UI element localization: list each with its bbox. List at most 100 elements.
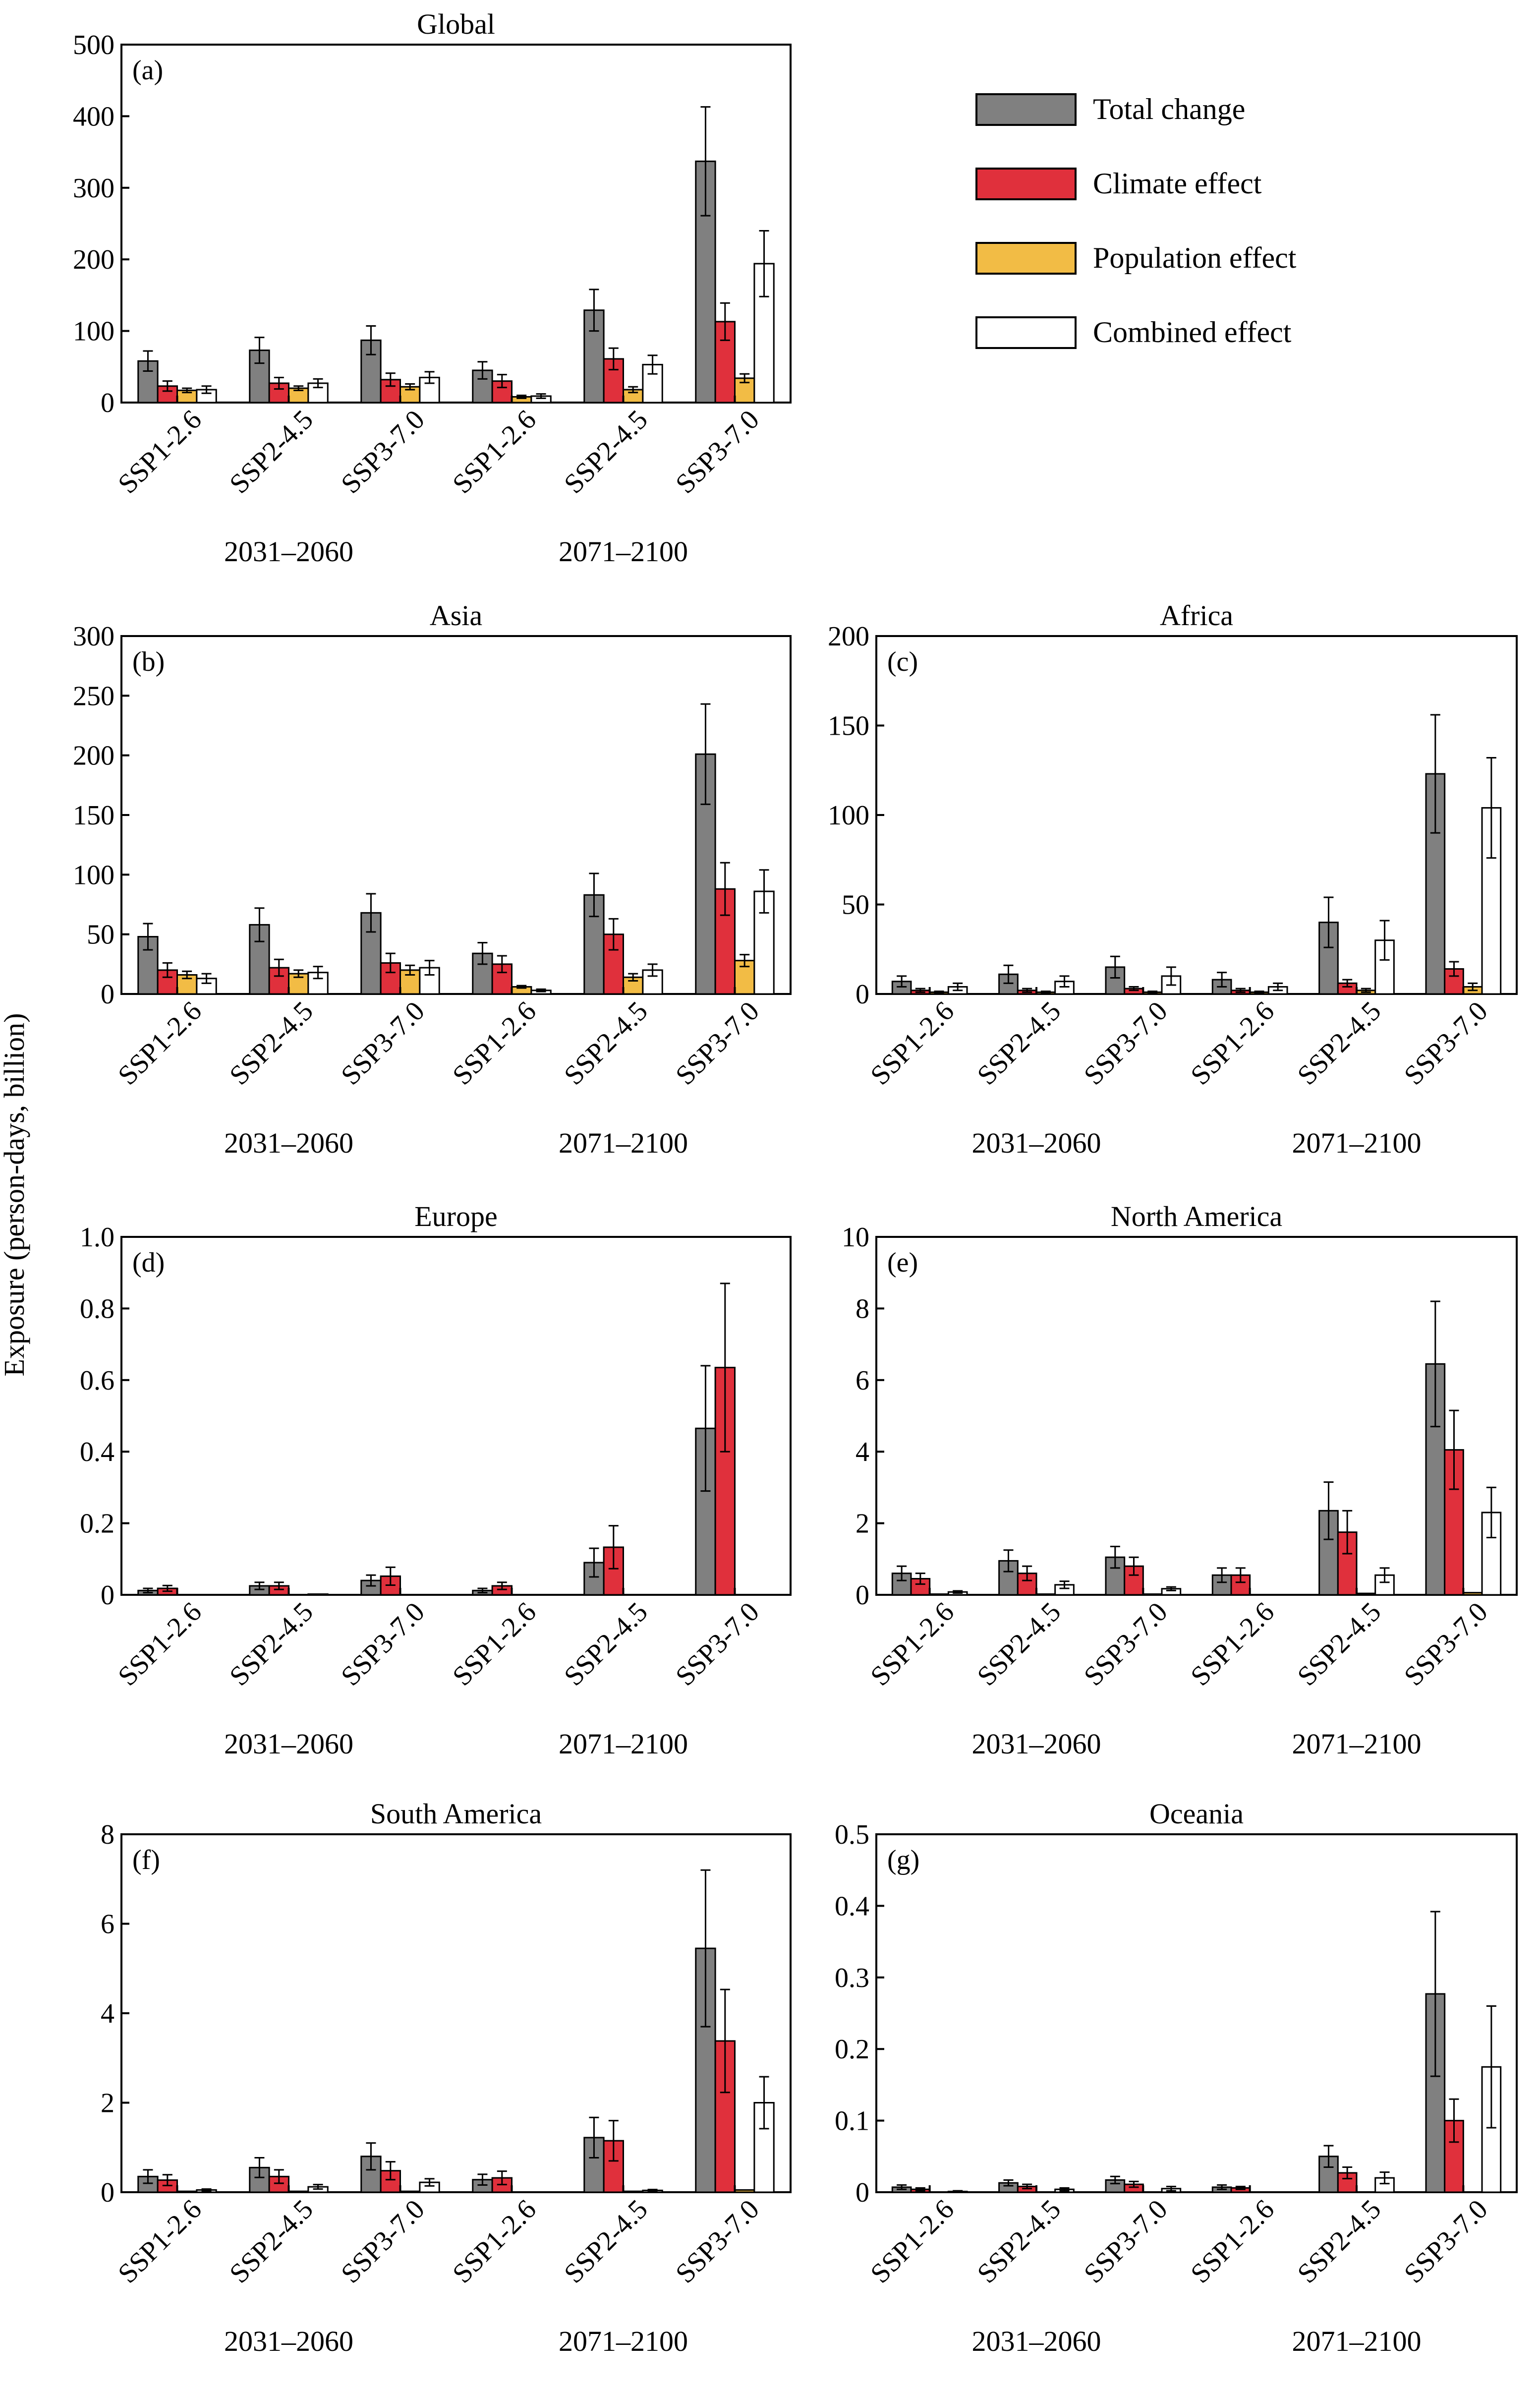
x-tick-label: SSP1-2.6: [1185, 2194, 1280, 2289]
plot-frame: [120, 44, 792, 404]
x-tick-label: SSP2-4.5: [971, 1596, 1067, 1691]
x-tick-label: SSP3-7.0: [335, 2194, 430, 2289]
period-label: 2031–2060: [224, 1728, 353, 1760]
y-tick-label: 0.4: [80, 1437, 114, 1467]
y-tick-label: 250: [73, 681, 114, 711]
legend-label-0: Total change: [1093, 93, 1245, 125]
panel-label: (g): [887, 1845, 919, 1875]
y-tick-label: 0: [856, 1580, 869, 1611]
x-tick-label: SSP1-2.6: [447, 995, 542, 1091]
legend-label-3: Combined effect: [1093, 316, 1292, 349]
panel-title: South America: [370, 1798, 542, 1830]
x-tick-label: SSP2-4.5: [971, 995, 1067, 1091]
x-tick-label: SSP1-2.6: [447, 2194, 542, 2289]
legend-swatch-2: [975, 242, 1077, 275]
y-tick-label: 0: [101, 979, 114, 1010]
bar: [1142, 1593, 1163, 1596]
panel-label: (b): [132, 646, 165, 677]
y-tick-label: 150: [828, 711, 869, 742]
bar: [1105, 966, 1126, 995]
x-tick-label: SSP2-4.5: [971, 2194, 1067, 2289]
bar: [753, 263, 775, 404]
bar: [734, 2189, 755, 2193]
x-tick-label: SSP3-7.0: [335, 1596, 430, 1691]
y-tick-label: 300: [73, 173, 114, 204]
legend-label-2: Population effect: [1093, 241, 1297, 274]
y-tick-label: 0.1: [835, 2106, 869, 2137]
bar: [1035, 1593, 1056, 1596]
x-tick-label: SSP2-4.5: [224, 1596, 319, 1691]
y-tick-label: 200: [73, 244, 114, 275]
panel-title: Oceania: [1149, 1798, 1244, 1830]
y-tick-label: 300: [73, 621, 114, 652]
y-tick-label: 100: [73, 316, 114, 347]
bar: [288, 2190, 309, 2193]
y-axis-label: Exposure (person-days, billion): [0, 1013, 30, 1377]
period-label: 2071–2100: [1292, 1127, 1422, 1159]
period-label: 2031–2060: [224, 1127, 353, 1159]
x-tick-label: SSP1-2.6: [447, 1596, 542, 1691]
bar: [929, 1593, 949, 1596]
legend-label-1: Climate effect: [1093, 167, 1262, 200]
y-tick-label: 0.4: [835, 1891, 869, 1922]
x-tick-label: SSP2-4.5: [224, 2194, 319, 2289]
x-tick-label: SSP2-4.5: [224, 995, 319, 1091]
x-tick-label: SSP2-4.5: [558, 404, 653, 499]
y-tick-label: 400: [73, 101, 114, 132]
x-tick-label: SSP3-7.0: [670, 1596, 765, 1691]
y-tick-label: 1.0: [80, 1222, 114, 1253]
period-label: 2031–2060: [224, 2325, 353, 2357]
y-tick-label: 0.2: [835, 2034, 869, 2065]
y-tick-label: 0.2: [80, 1509, 114, 1539]
x-tick-label: SSP1-2.6: [864, 1596, 960, 1691]
y-tick-label: 100: [73, 860, 114, 890]
period-label: 2071–2100: [559, 1728, 688, 1760]
x-tick-label: SSP3-7.0: [1398, 995, 1493, 1091]
period-label: 2071–2100: [559, 2325, 688, 2357]
y-tick-label: 0.5: [835, 1819, 869, 1850]
plot-frame: [120, 1236, 792, 1596]
y-tick-label: 2: [101, 2088, 114, 2119]
legend: Total change Climate effect Population eff…: [975, 93, 1297, 349]
x-tick-label: SSP2-4.5: [224, 404, 319, 499]
y-tick-label: 50: [87, 920, 114, 950]
bar: [1356, 1592, 1376, 1596]
y-tick-label: 2: [856, 1509, 869, 1539]
y-tick-label: 0: [856, 979, 869, 1010]
x-tick-label: SSP1-2.6: [112, 1596, 207, 1691]
period-label: 2031–2060: [972, 1728, 1101, 1760]
x-tick-label: SSP1-2.6: [112, 2194, 207, 2289]
bar: [307, 1593, 329, 1596]
bar: [399, 2190, 421, 2193]
x-tick-label: SSP1-2.6: [864, 2194, 960, 2289]
x-tick-label: SSP3-7.0: [670, 404, 765, 499]
y-tick-label: 4: [101, 1998, 114, 2029]
period-label: 2071–2100: [559, 535, 688, 568]
period-label: 2031–2060: [224, 535, 353, 568]
panel-label: (d): [132, 1247, 165, 1278]
bar: [642, 363, 663, 404]
x-tick-label: SSP2-4.5: [1292, 995, 1387, 1091]
y-tick-label: 0: [101, 1580, 114, 1611]
legend-swatch-1: [975, 168, 1077, 200]
period-label: 2031–2060: [972, 1127, 1101, 1159]
y-tick-label: 0.6: [80, 1365, 114, 1396]
x-tick-label: SSP1-2.6: [112, 995, 207, 1091]
x-tick-label: SSP2-4.5: [558, 995, 653, 1091]
x-tick-label: SSP1-2.6: [447, 404, 542, 499]
y-tick-label: 200: [828, 621, 869, 652]
bar: [1462, 1592, 1483, 1596]
bar: [623, 2190, 644, 2193]
x-tick-label: SSP2-4.5: [1292, 1596, 1387, 1691]
panel-title: Europe: [414, 1200, 498, 1232]
y-tick-label: 0: [101, 2177, 114, 2208]
y-tick-label: 0: [101, 388, 114, 418]
